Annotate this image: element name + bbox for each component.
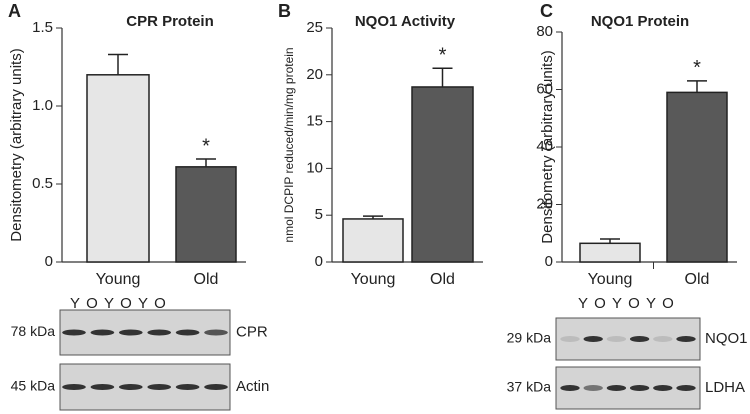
- lane-label: O: [662, 295, 674, 312]
- y-axis-label: Densitometry (arbitrary units): [8, 48, 25, 241]
- lane-label: O: [154, 295, 166, 312]
- x-tick-label: Young: [96, 271, 141, 288]
- blot-band: [175, 384, 200, 390]
- y-tick-label: 20: [536, 195, 553, 212]
- lane-label: Y: [612, 295, 622, 312]
- lane-label: O: [120, 295, 132, 312]
- y-tick-label: 20: [306, 66, 323, 83]
- blot-band: [606, 385, 627, 391]
- bar: [579, 242, 641, 263]
- blot-band: [147, 329, 172, 336]
- significance-mark: *: [439, 45, 447, 67]
- panel-letter: A: [8, 1, 21, 21]
- y-tick-label: 40: [536, 138, 553, 155]
- y-axis-label: nmol DCPIP reduced/min/mg protein: [282, 47, 296, 242]
- panel-letter: B: [278, 1, 291, 21]
- blot-band: [583, 336, 603, 342]
- blot-band: [118, 384, 143, 390]
- x-tick-label: Young: [351, 271, 396, 288]
- blot-band: [629, 385, 650, 391]
- y-axis-label: Densitometry (arbitrary units): [539, 50, 556, 243]
- blot-band: [175, 329, 200, 336]
- x-tick-label: Old: [194, 271, 219, 288]
- blot-band: [676, 336, 696, 342]
- chart-title: CPR Protein: [126, 13, 214, 30]
- x-tick-label: Old: [685, 271, 710, 288]
- lane-label: Y: [70, 295, 80, 312]
- blot-band: [676, 385, 696, 391]
- blot-band: [90, 384, 115, 390]
- y-tick-label: 15: [306, 113, 323, 130]
- blot-band: [560, 336, 580, 342]
- blot-band: [90, 329, 115, 336]
- blot-band: [62, 384, 86, 390]
- blot-band: [653, 336, 673, 342]
- blot-band: [606, 336, 627, 342]
- significance-mark: *: [693, 57, 701, 79]
- blot-band: [118, 329, 143, 336]
- lane-label: O: [628, 295, 640, 312]
- molecular-weight: 37 kDa: [507, 379, 552, 395]
- blot-band: [653, 385, 673, 391]
- molecular-weight: 45 kDa: [11, 378, 56, 394]
- y-tick-label: 0: [545, 253, 553, 270]
- blot-band: [629, 336, 650, 342]
- y-tick-label: 80: [536, 23, 553, 40]
- chart-title: NQO1 Protein: [591, 13, 689, 30]
- protein-name: CPR: [236, 323, 268, 340]
- y-tick-label: 60: [536, 80, 553, 97]
- lane-label: O: [86, 295, 98, 312]
- bar: [411, 86, 474, 263]
- protein-name: LDHA: [705, 379, 745, 396]
- blot-image: [59, 309, 231, 356]
- blot-image: [555, 317, 701, 361]
- lane-label: O: [594, 295, 606, 312]
- y-tick-label: 25: [306, 19, 323, 36]
- protein-name: Actin: [236, 378, 269, 395]
- bar: [342, 218, 404, 263]
- blot-band: [560, 385, 580, 391]
- blot-image: [59, 363, 231, 411]
- y-tick-label: 0.5: [32, 175, 53, 192]
- blot-band: [62, 329, 86, 336]
- blot-band: [147, 384, 172, 390]
- lane-label: Y: [138, 295, 148, 312]
- bar: [175, 166, 237, 263]
- y-tick-label: 0: [315, 253, 323, 270]
- y-tick-label: 10: [306, 159, 323, 176]
- blot-image: [555, 366, 701, 410]
- blot-band: [204, 384, 228, 390]
- significance-mark: *: [202, 135, 210, 157]
- lane-label: Y: [578, 295, 588, 312]
- x-tick-label: Old: [430, 271, 455, 288]
- molecular-weight: 29 kDa: [507, 330, 552, 346]
- y-tick-label: 1.0: [32, 97, 53, 114]
- molecular-weight: 78 kDa: [11, 323, 56, 339]
- blot-band: [583, 385, 603, 391]
- blot-band: [204, 329, 228, 336]
- protein-name: NQO1: [705, 330, 748, 347]
- y-tick-label: 5: [315, 206, 323, 223]
- lane-label: Y: [646, 295, 656, 312]
- y-tick-label: 1.5: [32, 19, 53, 36]
- x-tick-label: Young: [588, 271, 633, 288]
- lane-label: Y: [104, 295, 114, 312]
- y-tick-label: 0: [45, 253, 53, 270]
- panel-letter: C: [540, 1, 553, 21]
- bar: [86, 74, 150, 263]
- bar: [666, 91, 728, 263]
- chart-title: NQO1 Activity: [355, 13, 456, 30]
